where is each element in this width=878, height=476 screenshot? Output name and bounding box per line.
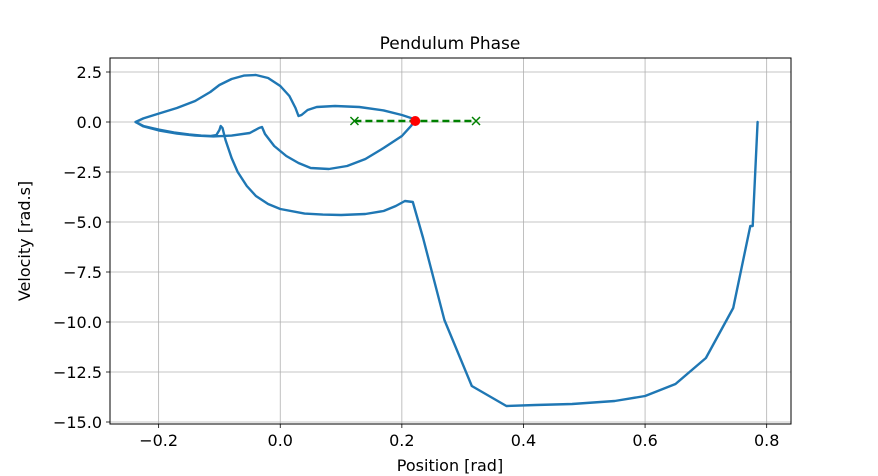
x-tick-label: 0.2 xyxy=(389,431,414,450)
y-tick-label: −10.0 xyxy=(53,313,102,332)
x-tick-label: −0.2 xyxy=(139,431,178,450)
x-tick-label: 0.4 xyxy=(511,431,536,450)
y-tick-label: −5.0 xyxy=(63,213,102,232)
series-layer xyxy=(134,73,759,408)
marker-stroke xyxy=(471,116,481,126)
trajectory-line xyxy=(134,73,759,408)
current-state-point xyxy=(410,116,421,126)
y-axis-label: Velocity [rad.s] xyxy=(15,181,34,301)
chart-title: Pendulum Phase xyxy=(380,34,521,54)
marker-stroke xyxy=(349,116,359,126)
y-tick-label: 2.5 xyxy=(77,63,102,82)
target-x-marker xyxy=(471,116,481,126)
plot-frame xyxy=(109,57,792,425)
x-tick-label: 0.8 xyxy=(754,431,779,450)
x-tick-label: 0.6 xyxy=(632,431,657,450)
y-tick-label: 0.0 xyxy=(77,113,102,132)
y-tick-label: −12.5 xyxy=(53,363,102,382)
y-tick-label: −2.5 xyxy=(63,163,102,182)
y-tick-label: −7.5 xyxy=(63,263,102,282)
axis-ticks: −0.2 0.0 0.2 0.4 0.6 0.8 2.5 0.0 −2.5 −5.0 −7.5 −10… xyxy=(53,63,779,450)
x-tick-label: 0.0 xyxy=(268,431,293,450)
x-axis-label: Position [rad] xyxy=(397,456,503,475)
target-x-marker xyxy=(349,116,359,126)
grid-lines xyxy=(110,58,791,424)
y-tick-label: −15.0 xyxy=(53,413,102,432)
